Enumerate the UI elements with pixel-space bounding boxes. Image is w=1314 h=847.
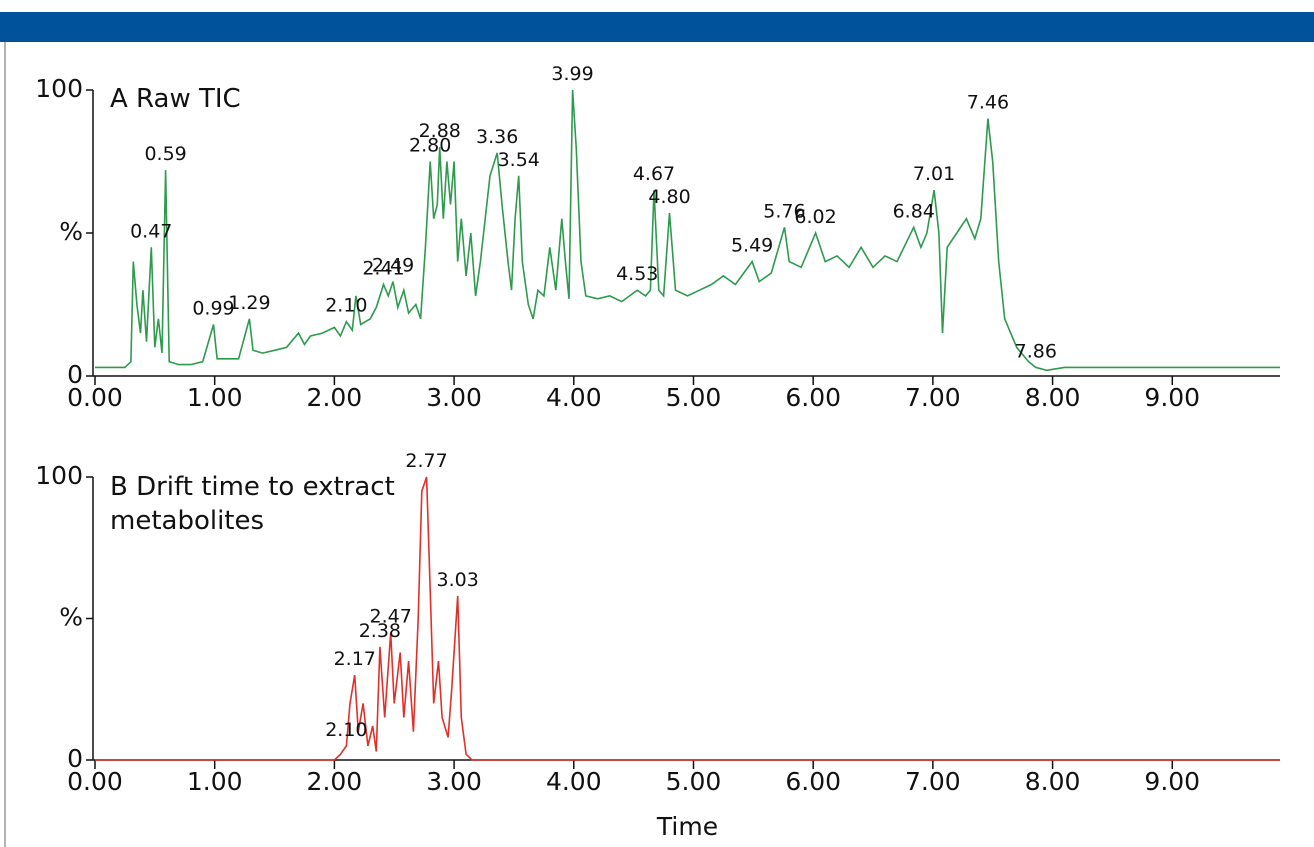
peak-label: 5.76 — [763, 200, 805, 222]
chart-title: B Drift time to extract metabolites — [110, 470, 410, 538]
x-tick-label: 0.00 — [67, 383, 123, 412]
peak-label: 6.84 — [893, 200, 935, 222]
x-tick-label: 6.00 — [785, 767, 841, 796]
peak-label: 0.99 — [192, 298, 234, 320]
data-line — [95, 89, 1280, 372]
peak-label: 2.88 — [419, 120, 461, 142]
x-tick-label: 1.00 — [187, 767, 243, 796]
x-axis-label: Time — [656, 812, 718, 841]
peak-label: 3.54 — [498, 149, 540, 171]
data-line — [95, 476, 1280, 761]
chart-title: A Raw TIC — [110, 82, 241, 116]
x-tick-label: 2.00 — [307, 767, 363, 796]
y-tick-label: 0 — [67, 360, 83, 389]
y-tick-label: % — [59, 603, 83, 632]
peak-label: 3.36 — [476, 126, 518, 148]
x-tick-label: 8.00 — [1025, 383, 1081, 412]
x-tick-label: 7.00 — [905, 767, 961, 796]
peak-label: 2.10 — [325, 719, 367, 741]
peak-label: 2.77 — [405, 450, 447, 472]
peak-label: 3.99 — [551, 63, 593, 85]
peak-label: 0.59 — [144, 143, 186, 165]
peak-label: 4.80 — [648, 186, 690, 208]
peak-label: 7.86 — [1015, 340, 1057, 362]
peak-label: 7.46 — [967, 92, 1009, 114]
x-tick-label: 8.00 — [1025, 767, 1081, 796]
peak-label: 2.80 — [409, 135, 451, 157]
x-tick-label: 3.00 — [426, 383, 482, 412]
x-tick-label: 6.00 — [785, 383, 841, 412]
x-tick-label: 2.00 — [307, 383, 363, 412]
peak-label: 4.53 — [616, 263, 658, 285]
peak-label: 3.03 — [437, 569, 479, 591]
y-tick-label: 100 — [35, 461, 83, 490]
peak-label: 2.17 — [334, 648, 376, 670]
peak-label: 2.41 — [362, 257, 404, 279]
peak-label: 0.47 — [130, 220, 172, 242]
x-tick-label: 5.00 — [666, 383, 722, 412]
header-bar — [0, 12, 1314, 42]
y-tick-label: 100 — [35, 74, 83, 103]
y-tick-label: % — [59, 217, 83, 246]
x-tick-label: 5.00 — [666, 767, 722, 796]
x-tick-label: 1.00 — [187, 383, 243, 412]
peak-label: 7.01 — [913, 163, 955, 185]
x-tick-label: 0.00 — [67, 767, 123, 796]
x-tick-label: 4.00 — [546, 383, 602, 412]
peak-label: 5.49 — [731, 235, 773, 257]
peak-label: 2.47 — [369, 606, 411, 628]
x-tick-label: 9.00 — [1144, 383, 1200, 412]
peak-label: 4.67 — [633, 163, 675, 185]
x-tick-label: 7.00 — [905, 383, 961, 412]
y-tick-label: 0 — [67, 744, 83, 773]
peak-label: 6.02 — [794, 206, 836, 228]
peak-label: 2.49 — [372, 255, 414, 277]
x-tick-label: 3.00 — [426, 767, 482, 796]
peak-label: 1.29 — [228, 292, 270, 314]
x-tick-label: 4.00 — [546, 767, 602, 796]
peak-label: 2.10 — [325, 295, 367, 317]
x-tick-label: 9.00 — [1144, 767, 1200, 796]
peak-label: 2.38 — [359, 620, 401, 642]
